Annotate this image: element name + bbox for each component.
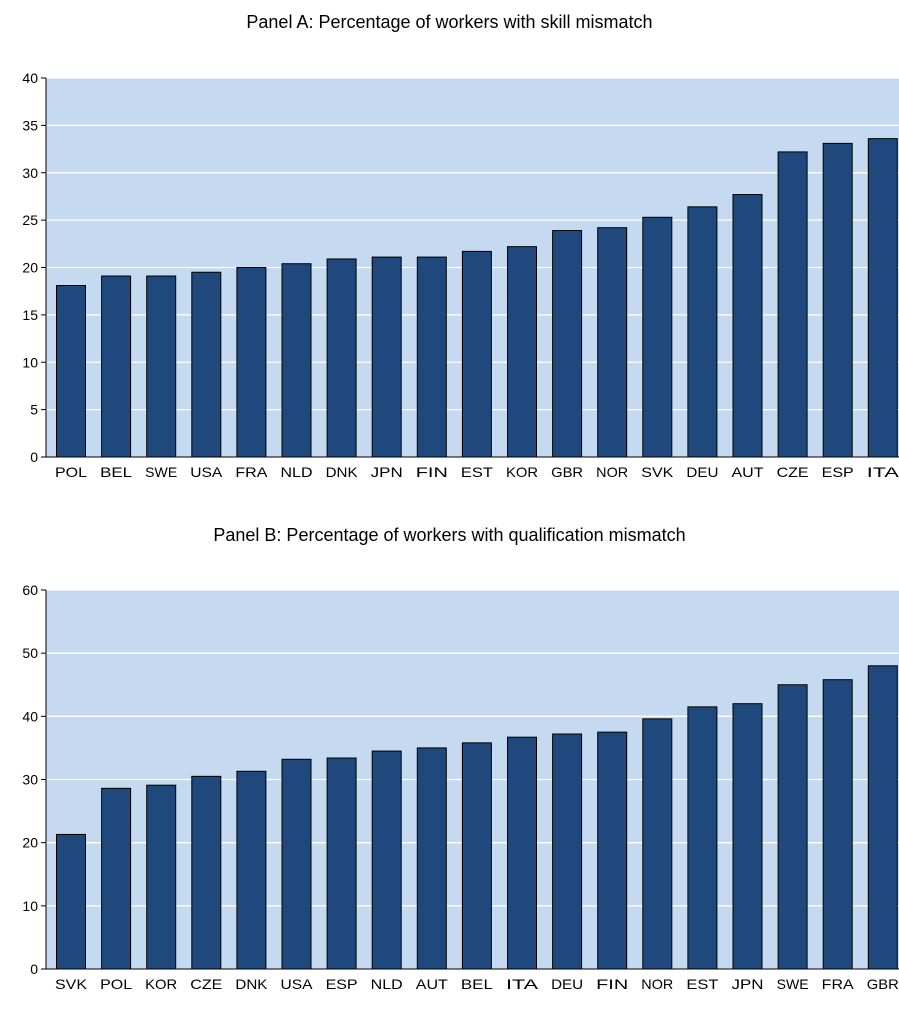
panel-b-bar-esp <box>326 757 357 970</box>
panel-a-bar-nld <box>281 263 312 458</box>
panel-b-x-tick-label: EST <box>686 976 719 992</box>
panel-b-chart: 0 10 20 30 40 50 60 SVK POL KOR CZE DNK USA ESP NLD AUT… <box>22 582 899 992</box>
panel-b-x-tick-label: ESP <box>326 976 358 992</box>
panel-b-x-tick-label: GBR <box>867 976 899 992</box>
panel-a-bar-cze <box>777 151 808 458</box>
panel-b-bar-deu <box>552 733 583 970</box>
panel-b-bar-ita <box>507 736 537 970</box>
panel-a-bar-gbr <box>552 230 583 458</box>
panel-a-bar-deu <box>687 206 718 458</box>
panel-a-bar-pol <box>56 285 86 458</box>
panel-a-bar-aut <box>732 194 763 458</box>
panel-b-bar-bel <box>461 742 492 970</box>
panel-b-x-tick-label: SWE <box>777 976 809 992</box>
panel-b-bar-swe <box>777 684 808 970</box>
panel-a-y-tick-label: 0 <box>30 449 38 465</box>
panel-a-x-tick-label: ESP <box>822 464 854 480</box>
panel-b-bar-est <box>687 706 718 970</box>
panel-b-y-tick-label: 40 <box>22 708 38 724</box>
panel-a-x-tick-label: DEU <box>686 464 718 480</box>
panel-b-x-tick-label: JPN <box>732 976 764 992</box>
panel-a-x-tick-label: KOR <box>506 464 538 480</box>
panel-a-y-tick-label: 5 <box>30 402 38 418</box>
panel-a-bar-esp <box>822 142 853 458</box>
panel-a-x-tick-label: EST <box>461 464 494 480</box>
panel-b-x-tick-label: DEU <box>551 976 583 992</box>
panel-a-y-tick-label: 25 <box>22 212 38 228</box>
panel-a-y-tick-label: 40 <box>22 70 38 86</box>
panel-b-bar-gbr <box>867 665 898 970</box>
panel-b-y-tick-label: 20 <box>22 835 38 851</box>
panel-b-x-tick-label: ITA <box>506 976 539 992</box>
panel-b-x-tick-label: KOR <box>145 976 177 992</box>
panel-a-x-tick-label: DNK <box>326 464 359 480</box>
panel-a-x-tick-label: JPN <box>371 464 403 480</box>
panel-b-x-tick-label: USA <box>281 976 314 992</box>
panel-a-x-tick-label: NLD <box>281 464 313 480</box>
panel-b-bar-fra <box>822 679 853 970</box>
panel-a-x-tick-label: USA <box>190 464 223 480</box>
panel-a-x-tick-label: NOR <box>596 464 628 480</box>
panel-a-bar-swe <box>146 275 177 458</box>
panel-b-x-tick-label: BEL <box>461 976 493 992</box>
panel-a-bar-fra <box>236 267 267 458</box>
panel-a-x-tick-label: CZE <box>777 464 809 480</box>
panel-a-x-tick-label: BEL <box>100 464 132 480</box>
panel-b-bar-pol <box>101 787 132 970</box>
panel-b-y-tick-label: 50 <box>22 645 38 661</box>
panel-b-y-tick-label: 10 <box>22 898 38 914</box>
panel-a-y-tick-label: 30 <box>22 165 38 181</box>
panel-b-y-tick-label: 30 <box>22 772 38 788</box>
panel-a-bar-jpn <box>371 256 402 458</box>
panel-b-bar-kor <box>146 784 177 970</box>
panel-a-x-tick-label: ITA <box>867 464 899 480</box>
panel-b-y-tick-label: 0 <box>30 961 38 977</box>
panel-b-y-tick-label: 60 <box>22 582 38 598</box>
panel-b-title: Panel B: Percentage of workers with qual… <box>213 525 686 545</box>
panel-b-bar-aut <box>416 747 447 970</box>
panel-a-x-tick-label: POL <box>55 464 87 480</box>
panel-a-bar-fin <box>416 256 447 458</box>
panel-a-bar-usa <box>191 271 222 458</box>
panel-b-x-tick-label: FIN <box>596 976 628 992</box>
panel-b-bar-cze <box>191 775 222 970</box>
panel-a-title: Panel A: Percentage of workers with skil… <box>246 12 653 32</box>
panel-a-bar-svk <box>642 216 673 458</box>
panel-b-x-tick-label: CZE <box>190 976 222 992</box>
panel-a-bar-bel <box>101 275 132 458</box>
panel-a-x-tick-label: SVK <box>641 464 674 480</box>
panel-b-bar-nor <box>642 718 673 970</box>
panel-b-x-tick-label: POL <box>100 976 132 992</box>
panel-a-x-tick-label: FIN <box>416 464 448 480</box>
panel-b-x-tick-label: NOR <box>641 976 673 992</box>
panel-a-bar-dnk <box>326 258 357 458</box>
panel-a-x-tick-label: AUT <box>732 464 765 480</box>
panel-b-bar-fin <box>597 731 628 970</box>
panel-a-x-tick-label: GBR <box>551 464 583 480</box>
panel-b-x-tick-label: AUT <box>416 976 449 992</box>
panel-b-bar-dnk <box>236 770 267 970</box>
panel-a-y-tick-label: 10 <box>22 354 38 370</box>
panel-b-x-tick-label: SVK <box>55 976 88 992</box>
panel-b-bar-nld <box>371 750 402 970</box>
panel-a-y-tick-label: 35 <box>22 117 38 133</box>
panel-a-x-tick-label: SWE <box>145 464 177 480</box>
panel-b-x-tick-label: FRA <box>822 976 855 992</box>
panel-a-chart: 0 5 10 15 20 25 30 35 40 POL BEL SWE USA FRA NLD DNK JPN… <box>22 70 899 480</box>
panel-a-bar-kor <box>507 246 537 458</box>
panel-b-bar-svk <box>56 833 86 970</box>
panel-a-y-tick-label: 20 <box>22 260 38 276</box>
panel-a-bar-est <box>461 250 492 458</box>
panel-a-y-tick-label: 15 <box>22 307 38 323</box>
panel-b-x-tick-label: NLD <box>371 976 403 992</box>
panel-a-x-tick-label: FRA <box>235 464 268 480</box>
panel-a-bar-ita <box>867 138 898 458</box>
panel-b-bar-usa <box>281 758 312 970</box>
panel-b-x-tick-label: DNK <box>235 976 268 992</box>
panel-b-bar-jpn <box>732 703 763 970</box>
panel-a-bar-nor <box>597 227 628 458</box>
